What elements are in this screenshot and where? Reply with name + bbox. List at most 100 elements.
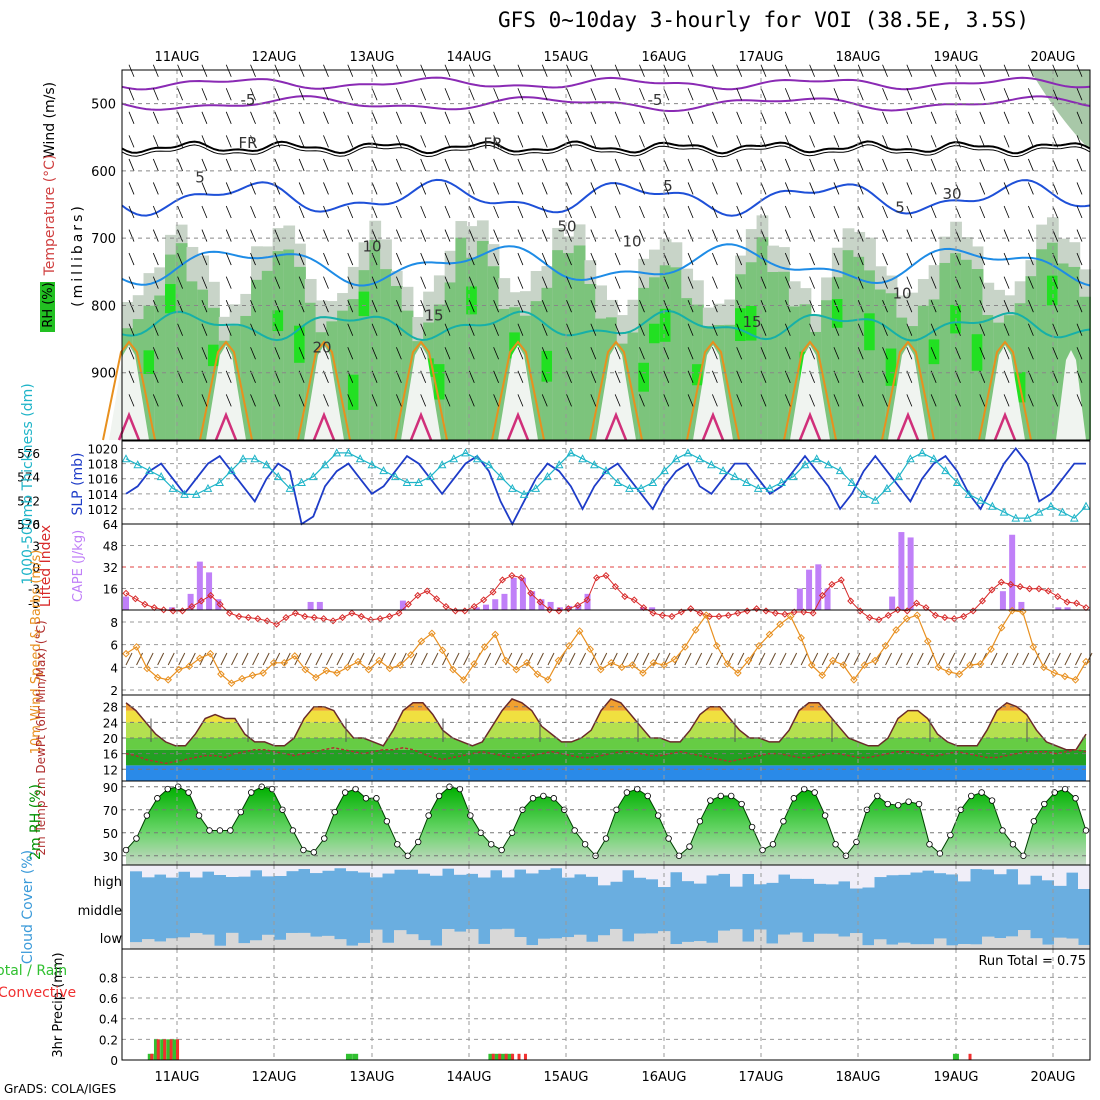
wind-barb <box>177 111 183 124</box>
cloud-low <box>166 938 179 949</box>
wind-barb <box>614 135 621 148</box>
wind-barb <box>347 300 354 313</box>
wind-speed-marker <box>407 651 415 659</box>
wind-barb <box>712 111 718 124</box>
date-label-bottom: 13AUG <box>349 1070 394 1085</box>
wind-barb <box>250 252 256 266</box>
wind-barb <box>347 394 354 407</box>
cape-bar <box>649 607 656 610</box>
wind-barb <box>420 300 427 313</box>
wind-barb <box>468 323 475 336</box>
wind-barb <box>517 182 524 195</box>
wind-barb <box>712 158 718 172</box>
rh-band-high <box>143 350 156 375</box>
li-marker <box>291 609 299 617</box>
wind-barb <box>590 347 597 360</box>
cape-bar <box>492 599 499 610</box>
legend-convective: Convective <box>0 985 76 1001</box>
li-marker <box>207 591 215 599</box>
rh-marker <box>467 812 474 819</box>
cloud-low <box>682 941 695 949</box>
wind-barb <box>152 276 159 289</box>
wind-barb <box>201 111 208 124</box>
wind-barb <box>298 347 305 360</box>
wind-barb <box>177 229 183 242</box>
rh-marker <box>540 792 547 800</box>
rh-marker <box>571 827 578 834</box>
wind-barb <box>493 182 499 195</box>
cloud-high-gap <box>526 865 539 874</box>
wind-speed-marker <box>322 666 331 675</box>
wind10m-barb <box>315 652 323 666</box>
li-marker <box>404 600 412 608</box>
wind-barb <box>979 88 986 101</box>
precip-total-bar <box>488 1053 495 1060</box>
rh-band-mid <box>745 262 758 440</box>
wind-barb <box>323 300 329 313</box>
rh-band-mid <box>821 300 833 440</box>
wind-barb <box>250 323 256 336</box>
cape-tick: 48 <box>103 540 118 554</box>
cloud-low <box>430 945 443 949</box>
cloud-low <box>394 930 407 949</box>
wind-barb <box>347 158 354 172</box>
wind-barb <box>177 205 183 219</box>
wind-barb <box>493 394 499 407</box>
rh-marker <box>122 846 130 854</box>
thickness-tick: 574 <box>17 471 40 485</box>
wind-speed-marker <box>269 658 278 667</box>
li-marker <box>884 611 892 619</box>
rh-marker <box>195 812 203 819</box>
wind-barb <box>712 182 718 195</box>
li-marker <box>414 591 422 599</box>
li-marker <box>988 586 996 594</box>
wind-barb <box>760 347 767 360</box>
cloud-low <box>1066 938 1079 949</box>
wind-barb <box>225 347 232 360</box>
wind10m-barb <box>188 652 196 666</box>
thickness-marker <box>367 460 377 469</box>
wind-barb <box>687 88 694 101</box>
wind-barb <box>614 64 621 77</box>
rh-band-mid <box>498 308 511 440</box>
wind10m-barb <box>494 652 502 666</box>
wind-speed-marker <box>976 660 985 668</box>
temp-contour-fr <box>121 140 1091 155</box>
rh-marker <box>884 800 891 808</box>
wind-barb <box>541 88 548 101</box>
date-label-bottom: 17AUG <box>738 1070 783 1085</box>
wind-barb <box>906 158 913 172</box>
wind-speed-marker <box>818 671 827 680</box>
wind-speed-marker <box>512 665 521 674</box>
wind-barb <box>979 300 986 313</box>
li-tick: -3 <box>28 583 40 597</box>
wind-barb <box>177 64 183 77</box>
wind-barb <box>712 229 718 242</box>
wind-barb <box>687 229 694 242</box>
cape-bar <box>473 607 480 610</box>
cloud-high-gap <box>994 865 1007 875</box>
cloud-high-gap <box>202 865 215 872</box>
rh-marker <box>300 846 307 854</box>
thickness-marker <box>1069 513 1079 522</box>
rh-band-mid <box>831 277 844 440</box>
cloud-low <box>598 935 611 949</box>
ylabel-thickness: 1000-500mb Thickness (dm) <box>20 383 36 584</box>
date-label-top: 20AUG <box>1030 50 1075 65</box>
rh-marker <box>394 841 401 848</box>
li-tick: 3 <box>32 540 40 554</box>
wind-barb <box>250 276 256 289</box>
cloud-low <box>274 939 287 949</box>
cloud-low <box>610 928 623 949</box>
wind10m-barb <box>304 652 312 666</box>
wind-barb <box>274 182 281 195</box>
temp-contour-minus10 <box>121 76 1091 91</box>
cape-bar <box>510 577 517 610</box>
rh-area <box>126 786 1086 865</box>
rh-band-mid <box>466 257 478 440</box>
wind10m-barb <box>368 652 376 666</box>
wind-barb <box>420 323 427 336</box>
wind-barb <box>347 252 354 266</box>
precip-frame <box>121 948 1091 1061</box>
cloud-low <box>730 929 743 949</box>
